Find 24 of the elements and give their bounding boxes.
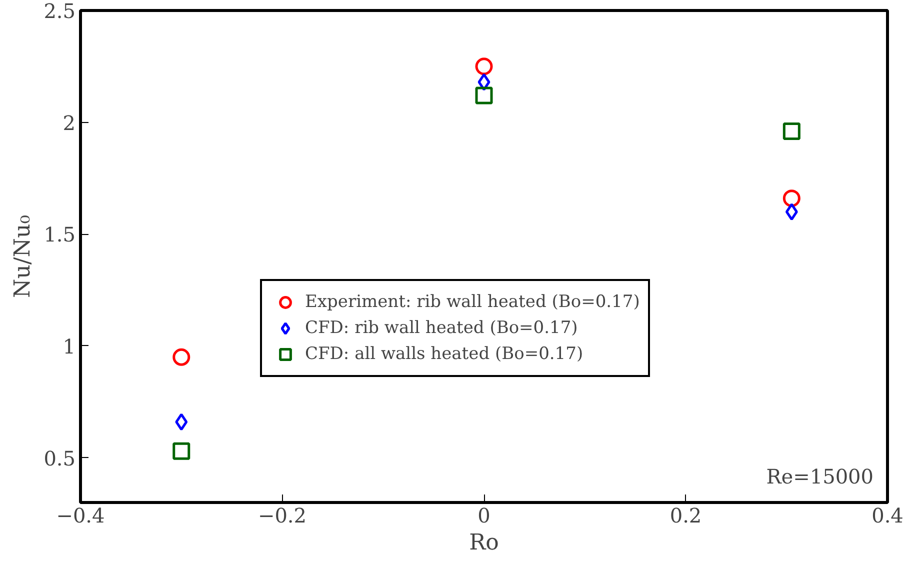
point	[172, 348, 190, 366]
point	[175, 413, 188, 431]
x-tick-label: 0.2	[670, 504, 702, 528]
point	[785, 203, 798, 221]
legend-label: Experiment: rib wall heated (Bo=0.17)	[305, 292, 640, 312]
y-tick-label: 1	[62, 334, 76, 358]
point	[475, 58, 493, 76]
y-tick-label: 2	[62, 110, 76, 135]
point	[172, 442, 190, 460]
x-tick-label: −0.4	[56, 504, 105, 528]
y-axis-title: Nu/Nu₀	[10, 214, 36, 298]
legend-label: CFD: rib wall heated (Bo=0.17)	[305, 318, 578, 338]
x-tick-label: −0.2	[258, 504, 307, 528]
x-tick-label: 0	[478, 504, 490, 528]
x-tick-label: 0.4	[872, 504, 904, 528]
x-axis-title: Ro	[469, 530, 499, 556]
point	[782, 190, 800, 208]
point	[782, 122, 800, 140]
y-tick-label: 0.5	[44, 446, 76, 470]
point	[475, 86, 493, 104]
annotation: Re=15000	[766, 464, 874, 488]
y-tick-label: 2.5	[44, 0, 76, 23]
y-tick-label: 1.5	[44, 222, 76, 247]
legend-label: CFD: all walls heated (Bo=0.17)	[305, 344, 584, 364]
